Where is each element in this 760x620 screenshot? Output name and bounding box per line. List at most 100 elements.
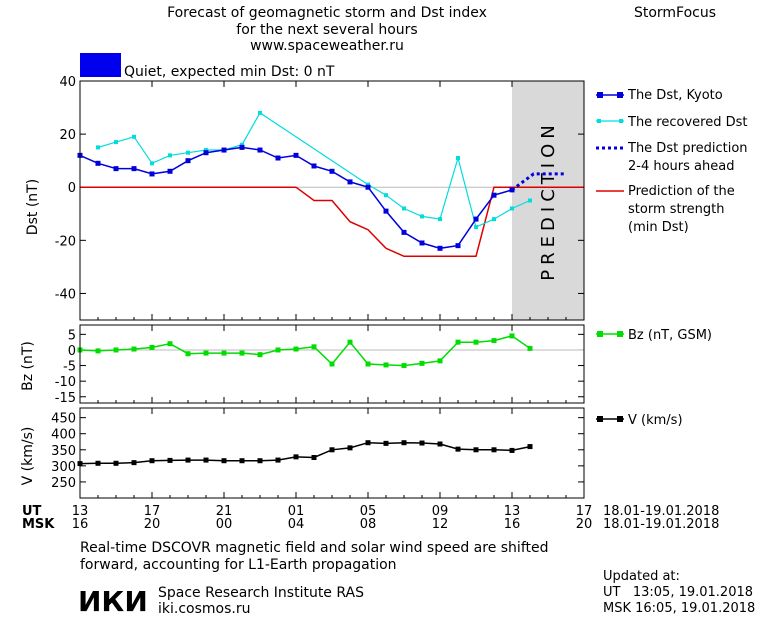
msk-tick-label: 16	[504, 517, 521, 532]
brand-name: StormFocus	[634, 5, 716, 21]
chart-title-line1: Forecast of geomagnetic storm and Dst in…	[167, 5, 487, 21]
institute-site[interactable]: iki.cosmos.ru	[158, 601, 250, 617]
recovered-dst-point	[96, 145, 100, 150]
dst-kyoto-point	[131, 166, 137, 172]
msk-date-range: 18.01-19.01.2018	[603, 517, 719, 532]
dst-kyoto-point	[329, 168, 335, 174]
bz-point	[203, 350, 209, 356]
dst-y-tick-label: 0	[68, 181, 76, 196]
ut-tick-label: 17	[144, 504, 161, 519]
bz-series-layer	[77, 333, 533, 369]
recovered-dst-line	[97, 112, 531, 228]
dst-y-tick-label: 40	[59, 75, 76, 90]
solar-wind-speed-point	[365, 440, 371, 446]
bz-y-tick-label: -15	[55, 391, 76, 406]
bz-y-tick-label: -10	[55, 375, 76, 390]
dst-kyoto-point	[365, 184, 371, 190]
msk-tick-label: 04	[288, 517, 305, 532]
recovered-dst-point	[492, 217, 496, 222]
bz-point	[275, 347, 281, 353]
bz-point	[167, 341, 173, 347]
msk-tick-label: 20	[144, 517, 161, 532]
source-url[interactable]: www.spaceweather.ru	[250, 38, 404, 54]
dst-kyoto-point	[437, 245, 443, 251]
ut-tick-label: 17	[576, 504, 593, 519]
legend-bz-label: Bz (nT, GSM)	[628, 328, 712, 343]
dst-kyoto-point	[455, 243, 461, 249]
solar-wind-speed-point	[329, 447, 335, 453]
bz-point	[509, 333, 515, 339]
recovered-dst-point	[366, 182, 370, 187]
recovered-dst-point	[528, 198, 532, 203]
dst-kyoto-point	[257, 147, 263, 153]
legend-dst-kyoto-label: The Dst, Kyoto	[627, 88, 723, 103]
dst-kyoto-point	[167, 168, 173, 174]
bz-point	[113, 347, 119, 353]
time-tick-labels: 13 17 21 01 05 09 13 17 16 20 00 04 08 12 16 20	[72, 504, 593, 532]
iki-logo: ИКИ	[78, 585, 148, 618]
solar-wind-speed-point	[437, 441, 443, 447]
bz-point	[419, 360, 425, 366]
msk-tick-label: 20	[576, 517, 593, 532]
updated-msk: MSK 16:05, 19.01.2018	[603, 601, 755, 616]
dst-kyoto-point	[185, 158, 191, 164]
msk-tick-label: 00	[216, 517, 233, 532]
dst-kyoto-point	[203, 150, 209, 156]
legend-dst-prediction-label: The Dst prediction	[627, 141, 748, 156]
dst-kyoto-point	[113, 166, 119, 172]
recovered-dst-point	[402, 206, 406, 211]
msk-axis-label: MSK	[22, 517, 55, 532]
msk-tick-label: 12	[432, 517, 449, 532]
v-y-tick-label: 450	[51, 412, 76, 427]
dst-y-axis-label: Dst (nT)	[25, 179, 41, 235]
solar-wind-speed-point	[509, 447, 515, 453]
legend-recovered-marker	[597, 119, 601, 123]
recovered-dst-point	[456, 156, 460, 161]
dst-kyoto-point	[293, 152, 299, 158]
legend-recovered-marker	[619, 119, 623, 123]
bz-point	[257, 352, 263, 358]
dst-y-tick-label: -20	[55, 234, 76, 249]
msk-tick-label: 16	[72, 517, 89, 532]
solar-wind-speed-point	[527, 444, 533, 450]
dst-kyoto-point	[473, 216, 479, 222]
recovered-dst-point	[204, 148, 208, 153]
solar-wind-speed-point	[455, 446, 461, 452]
recovered-dst-point	[438, 217, 442, 222]
legend-dst-prediction-label: 2-4 hours ahead	[628, 159, 734, 174]
solar-wind-speed-point	[257, 458, 263, 464]
bz-point	[149, 344, 155, 350]
recovered-dst-point	[150, 161, 154, 166]
ut-tick-label: 05	[360, 504, 377, 519]
recovered-dst-point	[474, 225, 478, 230]
dst-prediction-line	[511, 172, 566, 192]
solar-wind-speed-point	[167, 457, 173, 463]
recovered-dst-point	[186, 150, 190, 155]
bz-point	[239, 350, 245, 356]
storm-strength-line	[80, 186, 584, 258]
solar-wind-speed-point	[203, 457, 209, 463]
solar-wind-speed-point	[95, 460, 101, 466]
bz-point	[383, 362, 389, 368]
dst-kyoto-point	[491, 192, 497, 198]
dst-kyoto-point	[275, 155, 281, 161]
bz-point	[527, 345, 533, 351]
legend-storm-strength-label: (min Dst)	[628, 220, 689, 235]
dst-kyoto-point	[221, 147, 227, 153]
solar-wind-speed-point	[149, 458, 155, 464]
dst-kyoto-point	[149, 171, 155, 177]
legend: The Dst, Kyoto The recovered Dst The Dst p…	[596, 88, 748, 428]
v-y-tick-label: 300	[51, 460, 76, 475]
bz-plot-frame	[79, 324, 585, 404]
ut-date-range: 18.01-19.01.2018	[603, 504, 719, 519]
v-y-axis-label: V (km/s)	[20, 427, 36, 486]
institute-name: Space Research Institute RAS	[158, 585, 364, 601]
bz-point	[221, 350, 227, 356]
prediction-region	[512, 81, 584, 320]
bz-point	[365, 361, 371, 367]
ut-tick-label: 13	[72, 504, 89, 519]
v-y-tick-label: 400	[51, 428, 76, 443]
recovered-dst-point	[384, 193, 388, 198]
prediction-label: PREDICTION	[538, 120, 559, 280]
dst-kyoto-point	[419, 240, 425, 246]
